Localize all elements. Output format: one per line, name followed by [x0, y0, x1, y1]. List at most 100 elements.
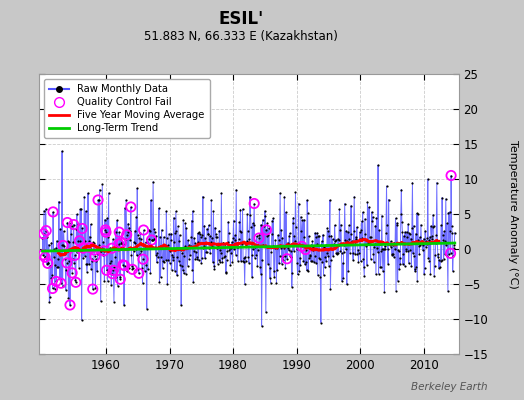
Point [256, 264, 264, 270]
Point [220, 253, 228, 260]
Point [162, 234, 171, 241]
Point [274, 266, 282, 273]
Point [188, 217, 196, 224]
Point [424, 237, 433, 244]
Point [350, 228, 358, 234]
Point [356, 258, 365, 264]
Point [161, 257, 170, 263]
Point [135, 270, 143, 276]
Point [300, 216, 308, 223]
Point [68, 270, 77, 276]
Point [210, 262, 218, 269]
Point [94, 197, 103, 203]
Point [194, 239, 202, 245]
Point [251, 244, 259, 250]
Point [406, 231, 414, 237]
Point [194, 257, 203, 264]
Point [326, 286, 335, 292]
Point [204, 222, 213, 228]
Point [320, 244, 328, 250]
Point [369, 251, 377, 257]
Point [109, 267, 117, 274]
Point [89, 239, 97, 246]
Point [242, 242, 250, 248]
Point [307, 258, 315, 264]
Point [63, 219, 72, 226]
Point [215, 247, 224, 254]
Point [183, 245, 191, 252]
Point [266, 264, 274, 271]
Point [262, 227, 270, 233]
Point [212, 234, 221, 240]
Point [108, 270, 116, 277]
Point [156, 274, 165, 280]
Point [132, 246, 140, 252]
Point [243, 238, 251, 244]
Point [422, 244, 430, 250]
Point [131, 228, 139, 234]
Point [116, 276, 125, 282]
Point [117, 240, 126, 246]
Point [298, 243, 306, 250]
Point [99, 239, 107, 245]
Point [86, 244, 94, 251]
Point [312, 260, 320, 266]
Point [212, 234, 220, 240]
Point [410, 266, 419, 272]
Point [209, 259, 217, 266]
Point [205, 233, 214, 239]
Point [147, 237, 156, 243]
Point [294, 200, 303, 207]
Point [121, 262, 129, 269]
Point [63, 260, 71, 266]
Point [241, 281, 249, 288]
Point [297, 214, 305, 220]
Point [214, 256, 223, 263]
Point [76, 206, 84, 213]
Point [287, 253, 295, 260]
Point [87, 266, 95, 272]
Point [73, 249, 82, 256]
Point [106, 258, 115, 264]
Point [98, 181, 106, 188]
Point [341, 236, 350, 243]
Point [90, 240, 98, 246]
Point [295, 268, 303, 274]
Point [170, 238, 179, 245]
Point [276, 252, 284, 259]
Point [318, 238, 326, 244]
Point [303, 210, 312, 216]
Point [193, 255, 201, 262]
Point [75, 264, 83, 271]
Point [365, 204, 373, 210]
Point [332, 236, 340, 243]
Point [189, 279, 198, 286]
Point [217, 190, 225, 196]
Point [127, 204, 135, 210]
Point [173, 272, 181, 278]
Point [334, 236, 342, 242]
Point [316, 319, 325, 326]
Point [60, 243, 68, 249]
Point [41, 254, 49, 260]
Point [47, 239, 56, 246]
Point [71, 252, 79, 259]
Point [163, 242, 172, 249]
Point [355, 250, 363, 256]
Point [202, 248, 210, 255]
Point [237, 229, 246, 235]
Point [216, 250, 225, 256]
Point [393, 220, 401, 226]
Point [373, 244, 381, 251]
Point [441, 238, 450, 245]
Point [434, 251, 443, 258]
Point [67, 220, 75, 226]
Point [446, 250, 455, 256]
Point [205, 244, 213, 251]
Point [140, 242, 148, 249]
Point [349, 257, 357, 263]
Point [450, 244, 458, 251]
Point [91, 253, 99, 260]
Point [140, 268, 149, 274]
Point [104, 234, 112, 240]
